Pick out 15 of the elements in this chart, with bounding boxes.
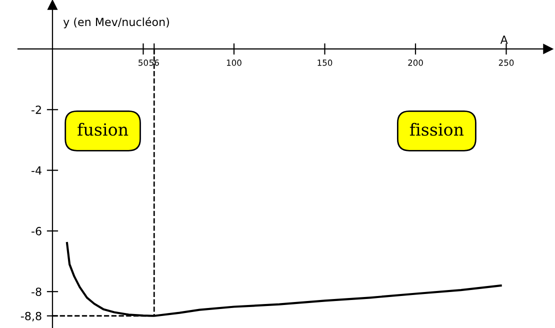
x-tick-label: 150 xyxy=(318,60,332,66)
annotation: fission xyxy=(410,122,464,136)
x-tick-label: 50 xyxy=(138,60,148,66)
y-tick-label: -8,8 xyxy=(20,312,42,322)
y-tick-label: -8 xyxy=(32,288,42,296)
annotation: fusion xyxy=(78,122,128,136)
y-axis-title: y (en Mev/nucléon) xyxy=(63,17,169,28)
x-tick-label: 56 xyxy=(149,60,159,66)
y-tick-label: -4 xyxy=(32,166,42,175)
y-tick-label: -2 xyxy=(32,106,41,114)
x-tick-label: 250 xyxy=(498,60,514,66)
x-axis-title: A xyxy=(500,36,508,44)
x-tick-label: 100 xyxy=(226,60,242,66)
x-tick-label: 200 xyxy=(408,60,423,66)
y-tick-label: -6 xyxy=(32,226,42,236)
